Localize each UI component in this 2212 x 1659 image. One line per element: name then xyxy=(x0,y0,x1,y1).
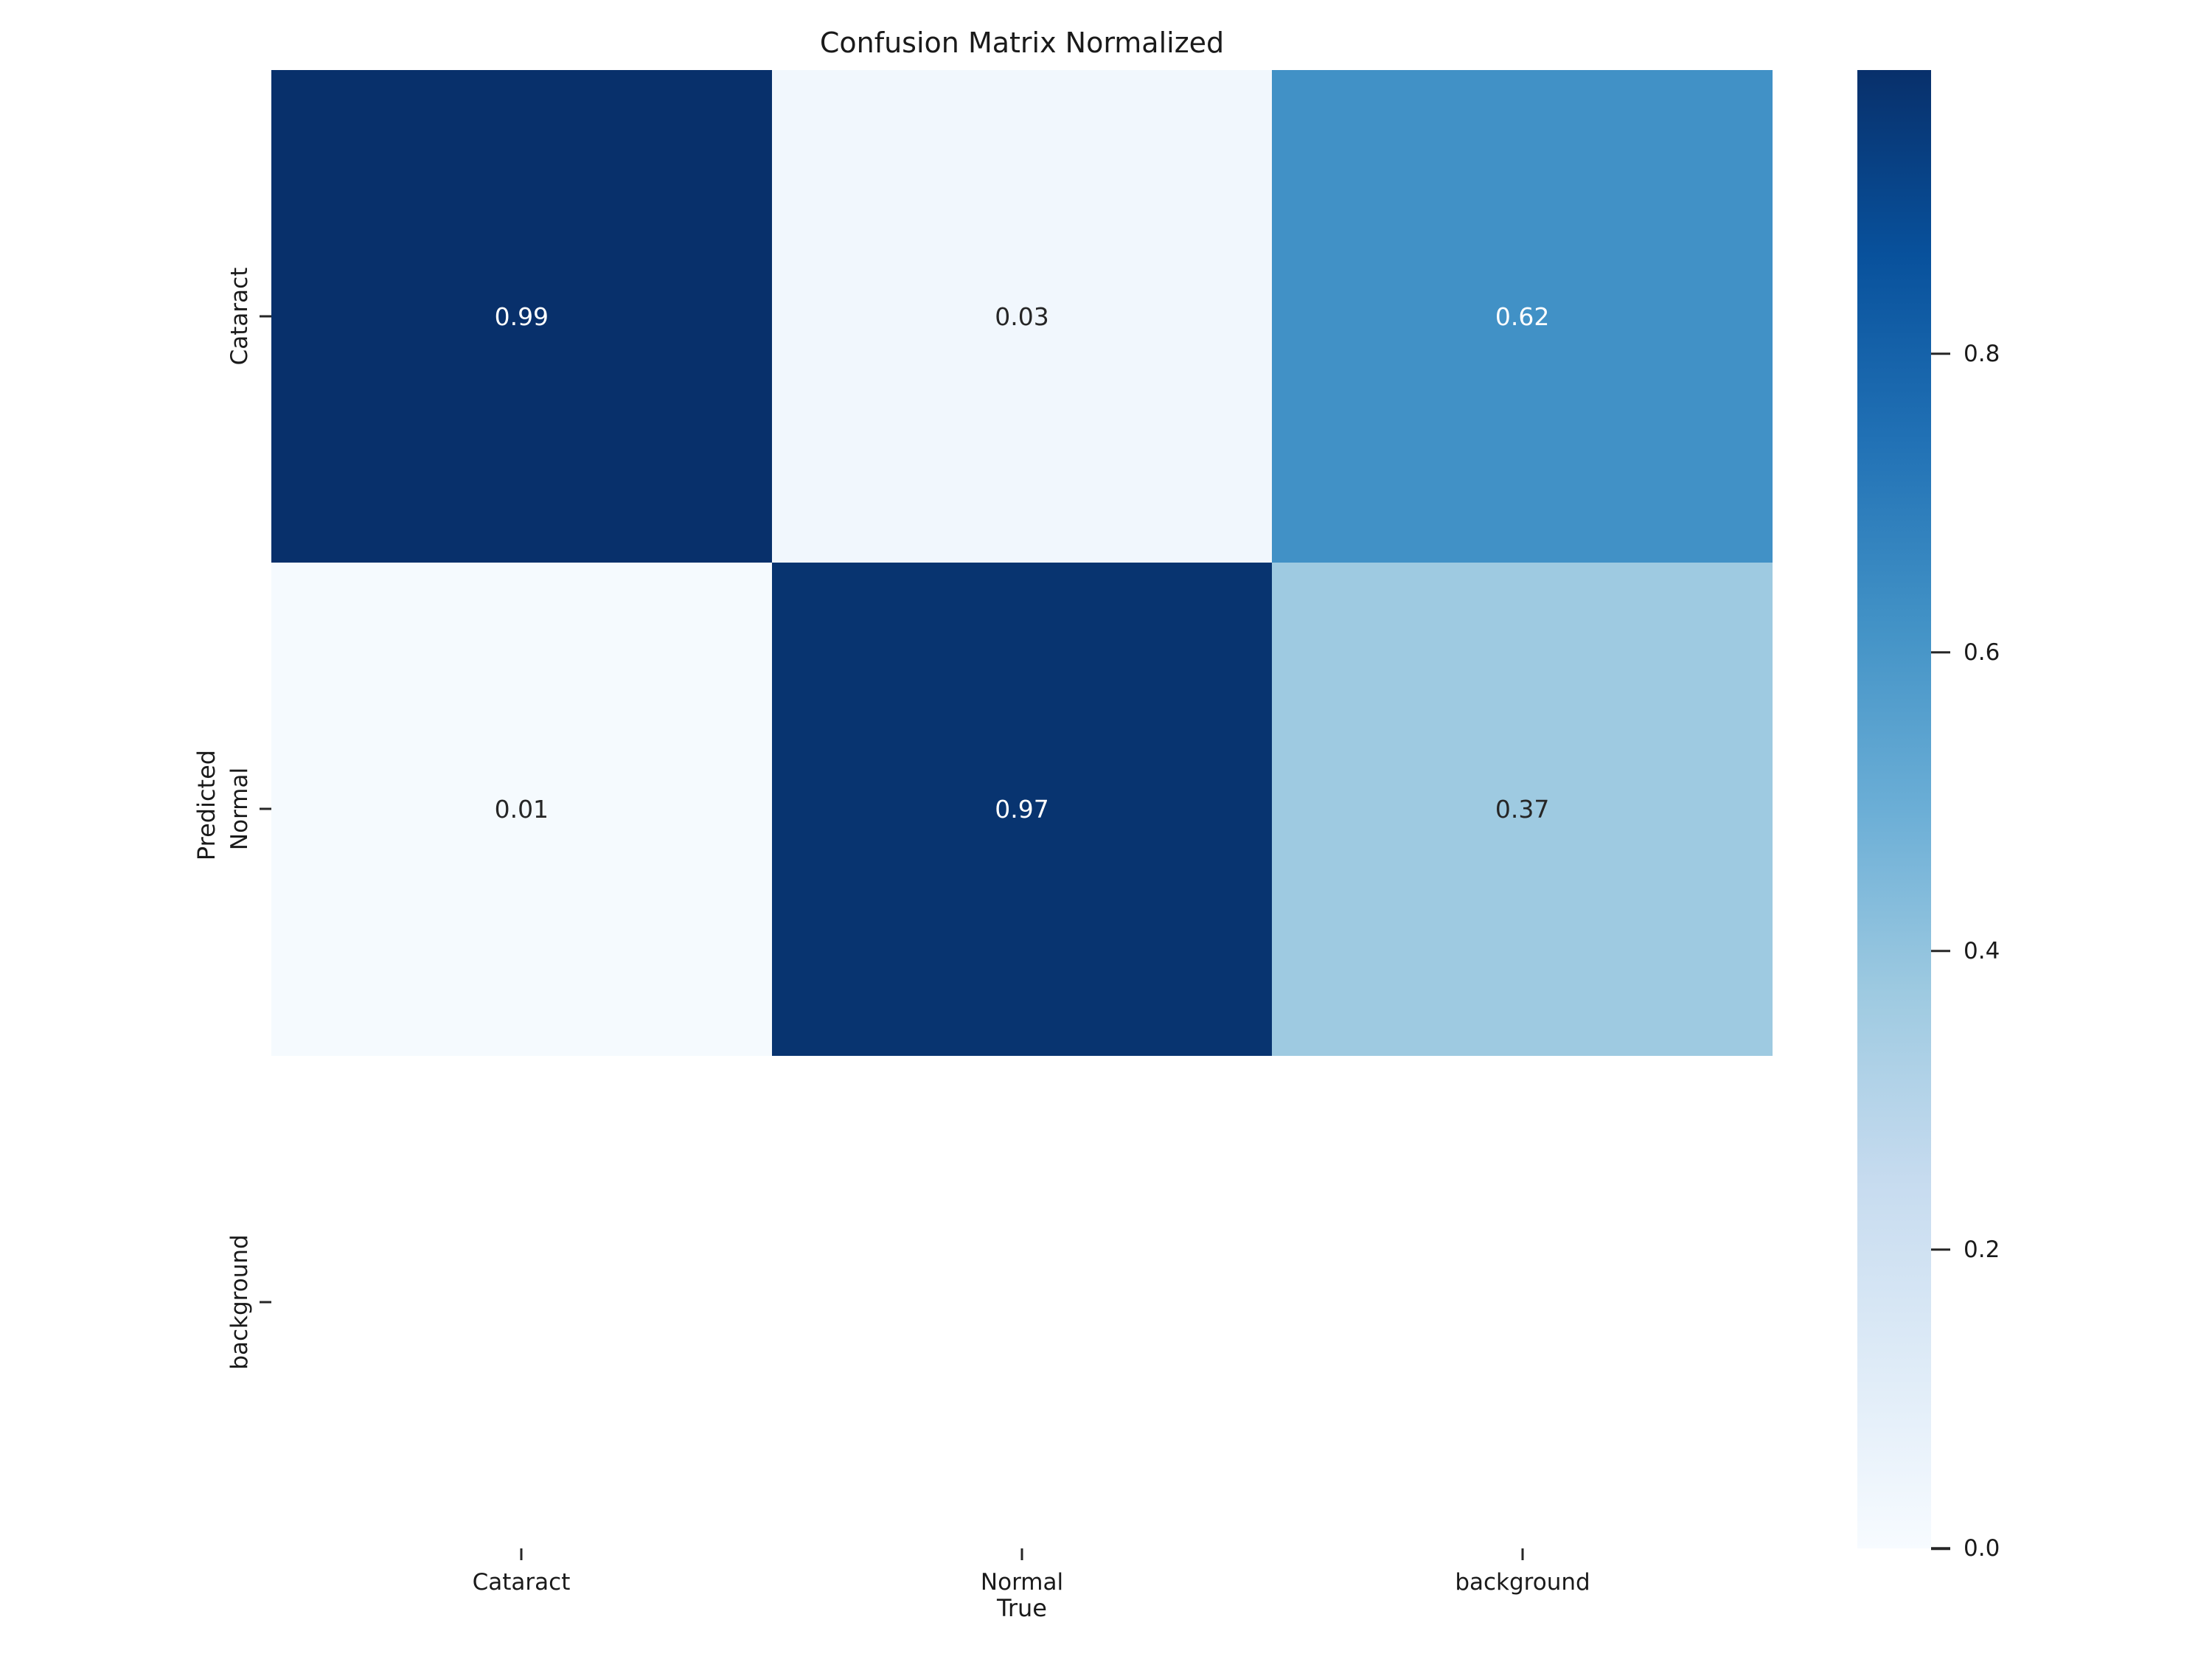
y-ticklabel-background: background xyxy=(226,1234,253,1370)
matrix-cell-r0c1: 0.03 xyxy=(771,70,1273,563)
chart-title: Confusion Matrix Normalized xyxy=(819,27,1225,59)
colorbar-tickmark xyxy=(1931,352,1950,355)
matrix-cell-r1c1: 0.97 xyxy=(771,563,1273,1056)
heatmap-matrix: 0.99 0.03 0.62 0.01 0.97 0.37 xyxy=(271,70,1773,1548)
colorbar-tickmark xyxy=(1931,950,1950,953)
colorbar-tickmark xyxy=(1931,651,1950,654)
colorbar-ticklabel: 0.8 xyxy=(1964,340,2000,367)
matrix-cell-r0c0: 0.99 xyxy=(271,70,772,563)
colorbar-ticklabel: 0.0 xyxy=(1964,1535,2000,1562)
matrix-cell-r0c2: 0.62 xyxy=(1272,70,1773,563)
matrix-cell-r1c0: 0.01 xyxy=(271,563,772,1056)
y-tickmark xyxy=(260,1301,271,1304)
y-tickmark xyxy=(260,807,271,810)
colorbar-tickmark xyxy=(1931,1547,1950,1550)
matrix-cell-r2c2 xyxy=(1272,1055,1773,1548)
colorbar-ticklabel: 0.2 xyxy=(1964,1236,2000,1263)
colorbar: 0.8 0.6 0.4 0.2 0.0 xyxy=(1857,70,2000,1562)
colorbar-ticklabel: 0.6 xyxy=(1964,639,2000,666)
x-ticklabel-normal: Normal xyxy=(980,1569,1064,1596)
colorbar-tickmark xyxy=(1931,1248,1950,1251)
x-ticklabel-cataract: Cataract xyxy=(472,1569,571,1596)
y-ticklabel-normal: Normal xyxy=(226,767,253,851)
matrix-cell-r2c0 xyxy=(271,1055,772,1548)
colorbar-ticklabel: 0.4 xyxy=(1964,937,2000,964)
y-ticklabel-cataract: Cataract xyxy=(226,267,253,366)
x-tickmark xyxy=(1020,1548,1023,1560)
y-tickmark xyxy=(260,315,271,318)
matrix-cell-r1c2: 0.37 xyxy=(1272,563,1773,1056)
x-tickmark xyxy=(520,1548,523,1560)
x-ticklabel-background: background xyxy=(1455,1569,1590,1596)
matrix-cell-r2c1 xyxy=(771,1055,1273,1548)
x-axis-label: True xyxy=(997,1594,1047,1622)
y-axis-label: Predicted xyxy=(192,749,220,861)
x-tickmark xyxy=(1521,1548,1524,1560)
